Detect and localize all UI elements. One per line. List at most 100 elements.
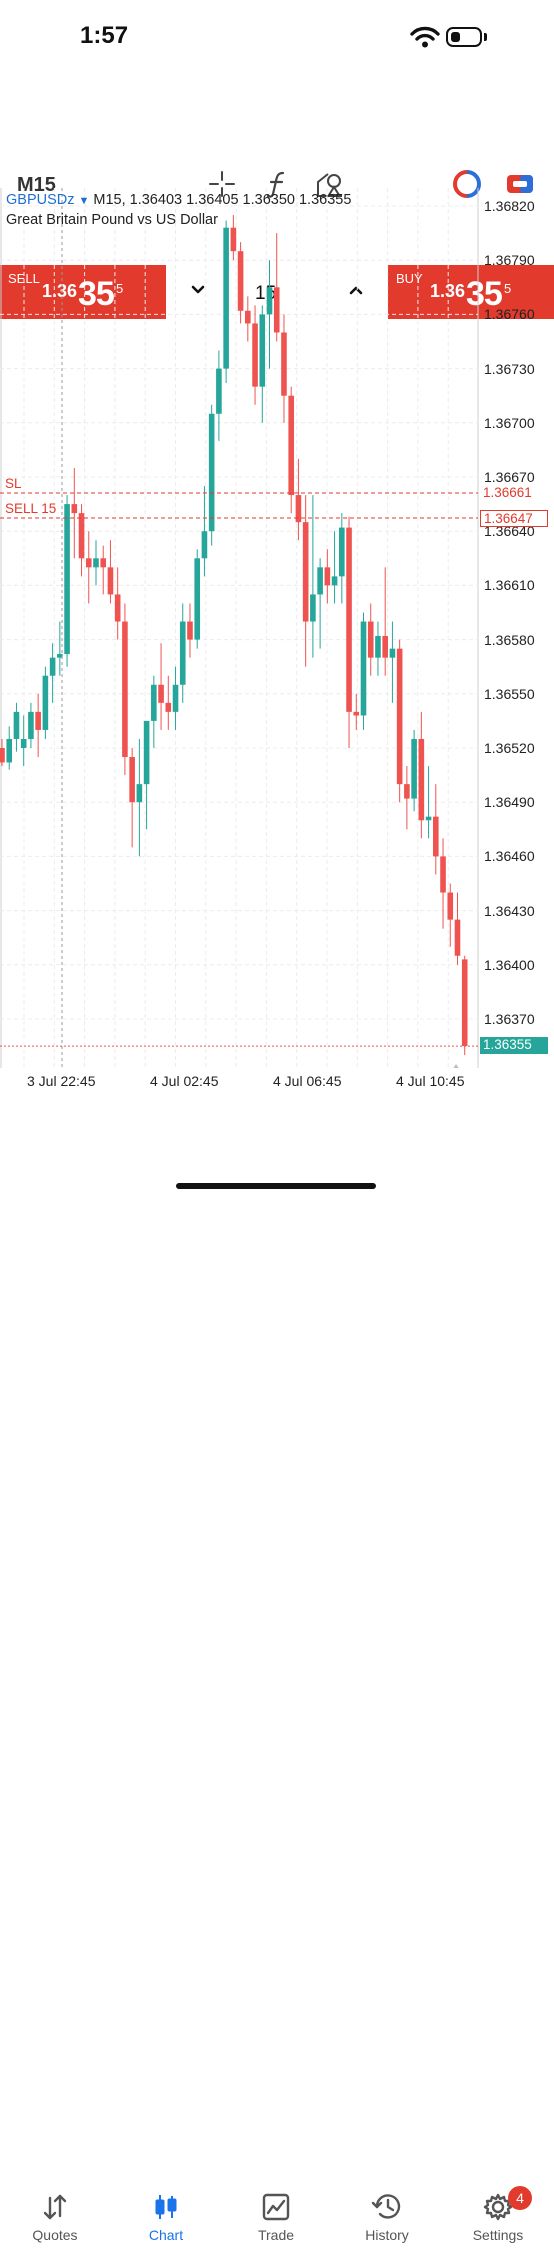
candle-body [13,711,20,739]
buy-button[interactable]: BUY 1.36 35 5 [388,265,554,319]
candle-body [93,558,99,568]
battery-icon [446,27,482,47]
symbol-name[interactable]: GBPUSDz [6,192,75,208]
candle-body [151,684,157,721]
sell-button[interactable]: SELL 1.36 35 5 [0,265,166,319]
tab-settings[interactable]: Settings [443,2190,553,2250]
candle-body [404,784,410,799]
objects-shapes-icon[interactable] [315,168,345,200]
chart-candles-icon [111,2190,221,2224]
candle-body [396,648,403,785]
indicators-icon[interactable] [262,168,292,200]
time-tick-label: 3 Jul 22:45 [27,1073,96,1089]
candle-body [194,558,201,640]
candle-body [317,567,323,595]
symbol-info: GBPUSDz ▼ M15, 1.36403 1.36405 1.36350 1.3… [6,192,351,208]
candle-body [179,621,186,685]
candle-body [71,504,78,514]
candle-body [85,558,92,568]
candle-body [273,287,280,333]
candle-body [346,527,352,712]
sl-price-label: 1.36661 [483,485,532,500]
time-tick-label: 4 Jul 10:45 [396,1073,465,1089]
price-tick-label: 1.36670 [484,469,535,485]
price-tick-label: 1.36520 [484,740,535,756]
candle-body [216,368,222,414]
candle-body [389,648,396,658]
candle-body [6,738,13,763]
current-price-label: 1.36355 [480,1037,548,1054]
candle-body [100,558,107,568]
tab-settings-label: Settings [472,2227,524,2243]
trade-panel-toggle-icon[interactable] [505,168,535,200]
sl-line-label: SL [5,476,22,491]
status-bar: 1:57 [0,0,554,80]
volume-increase-button[interactable] [344,278,368,302]
buy-price-sup: 5 [504,281,512,296]
buy-price-main: 1.36 [430,281,466,301]
candle-body [353,711,360,716]
candle-body [339,527,345,577]
candle-body [259,314,266,387]
candle-body [425,816,432,821]
candle-body [201,531,208,559]
volume-decrease-button[interactable] [186,278,210,302]
tab-history-label: History [365,2227,409,2243]
tab-history[interactable]: History [332,2190,442,2250]
price-tick-label: 1.36640 [484,523,535,540]
home-indicator [176,1183,376,1189]
candle-body [158,684,164,703]
trade-chart-icon [221,2190,331,2224]
candle-body [42,675,49,730]
symbol-dropdown-icon[interactable]: ▼ [78,195,90,207]
price-tick-label: 1.36790 [484,252,535,269]
candle-body [288,395,294,496]
candle-body [208,413,215,532]
chevron-down-icon [191,285,205,294]
price-tick-label: 1.36730 [484,360,535,377]
crosshair-icon[interactable] [207,168,237,200]
quotes-arrows-icon [0,2190,110,2224]
tab-trade-label: Trade [257,2227,295,2243]
price-tick-label: 1.36400 [484,956,535,973]
price-tick-label: 1.36610 [484,577,535,594]
candle-body [122,621,128,758]
candle-body [454,919,461,956]
sell-order-line-label: SELL 15 [5,501,57,516]
candle-body [20,738,27,748]
chevron-up-icon [349,286,363,295]
one-click-trading-icon[interactable] [452,168,482,200]
price-chart[interactable] [0,188,554,1068]
candle-body [28,711,34,739]
time-tick-label: 4 Jul 02:45 [150,1073,219,1089]
buy-label: BUY [396,271,423,286]
candle-body [324,567,331,586]
candle-body [172,684,179,712]
candle-body [252,323,258,387]
tab-chart[interactable]: Chart [111,2190,221,2250]
candle-body [266,287,273,315]
sell-label: SELL [8,271,40,286]
chart-toolbar: M15 [0,80,554,198]
candle-body [461,959,468,1047]
status-time: 1:57 [80,22,129,49]
tab-quotes[interactable]: Quotes [0,2190,110,2250]
price-tick-label: 1.36370 [484,1011,535,1027]
candle-body [302,522,309,622]
price-tick-label: 1.36580 [484,631,535,648]
candle-body [187,621,193,640]
candle-body [245,310,251,324]
candle-body [78,513,85,559]
candlestick-chart[interactable] [0,188,554,1068]
time-tick-label: 4 Jul 06:45 [273,1073,342,1089]
candle-body [64,504,70,655]
price-tick-label: 1.36820 [484,198,535,214]
price-tick-label: 1.36700 [484,414,535,431]
candle-body [57,654,63,658]
candle-body [310,594,316,622]
candle-body [0,748,5,763]
timeframe-selector[interactable]: M15 [17,174,56,196]
candle-body [331,576,338,586]
tab-trade[interactable]: Trade [221,2190,331,2250]
candle-body [367,621,374,658]
